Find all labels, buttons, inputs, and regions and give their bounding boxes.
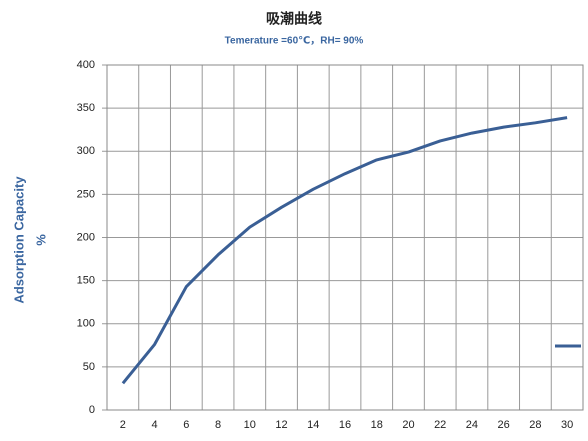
x-tick-label: 14 xyxy=(307,419,319,431)
x-tick-label: 20 xyxy=(402,419,414,431)
data-line xyxy=(121,116,568,385)
y-tick-label: 50 xyxy=(83,361,95,373)
y-tick-label: 100 xyxy=(77,318,95,330)
x-tick-label: 12 xyxy=(275,419,287,431)
y-axis-unit: % xyxy=(33,234,48,246)
y-tick-label: 200 xyxy=(77,231,95,243)
x-tick-label: 16 xyxy=(339,419,351,431)
x-tick-label: 10 xyxy=(244,419,256,431)
x-tick-label: 2 xyxy=(120,419,126,431)
y-axis-label: Adsorption Capacity xyxy=(11,176,26,304)
x-tick-label: 22 xyxy=(434,419,446,431)
x-tick-label: 30 xyxy=(561,419,573,431)
x-tick-label: 6 xyxy=(183,419,189,431)
x-tick-label: 24 xyxy=(466,419,478,431)
x-tick-label: 28 xyxy=(529,419,541,431)
plot-area-border xyxy=(106,64,584,411)
y-tick-label: 300 xyxy=(77,145,95,157)
y-tick-label: 150 xyxy=(77,275,95,287)
chart-subtitle: Temerature =60℃，RH= 90% xyxy=(225,36,364,47)
y-tick-label: 350 xyxy=(77,102,95,114)
x-tick-label: 26 xyxy=(498,419,510,431)
x-tick-label: 18 xyxy=(371,419,383,431)
x-tick-label: 8 xyxy=(215,419,221,431)
chart-title: 吸潮曲线 xyxy=(266,11,322,27)
y-tick-label: 0 xyxy=(89,404,95,416)
x-tick-label: 4 xyxy=(152,419,158,431)
y-tick-label: 250 xyxy=(77,188,95,200)
y-tick-label: 400 xyxy=(77,59,95,71)
